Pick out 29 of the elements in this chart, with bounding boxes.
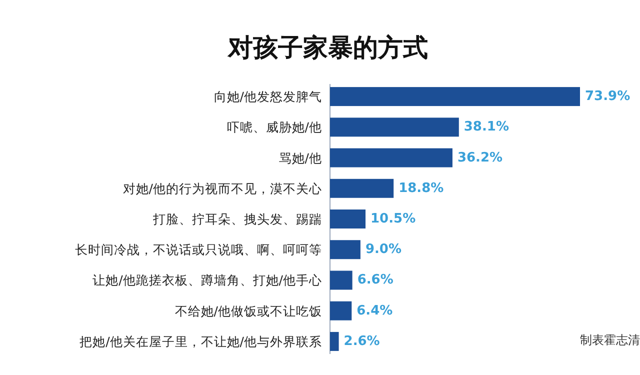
- y-tick-label: 向她/他发怒发脾气: [214, 89, 322, 104]
- y-tick-label: 不给她/他做饭或不让吃饭: [174, 303, 322, 318]
- bar: [330, 240, 360, 260]
- data-label: 9.0%: [365, 242, 402, 258]
- data-label: 10.5%: [370, 212, 416, 226]
- data-label: 6.6%: [357, 272, 394, 288]
- bar: [330, 332, 339, 351]
- chart-title: 对孩子家暴的方式: [227, 33, 428, 62]
- data-label: 38.1%: [464, 120, 509, 135]
- bar: [330, 301, 352, 320]
- data-label: 36.2%: [457, 150, 503, 166]
- y-tick-label: 吓唬、威胁她/他: [226, 120, 322, 135]
- y-tick-label: 让她/他跪搓衣板、蹲墙角、打她/他手心: [92, 272, 322, 288]
- bar: [330, 178, 394, 198]
- bar: [330, 87, 580, 106]
- bar: [330, 148, 452, 168]
- y-tick-label: 对她/他的行为视而不见，漠不关心: [122, 180, 322, 196]
- bar: [330, 118, 459, 137]
- data-label: 18.8%: [398, 180, 444, 196]
- data-label: 73.9%: [585, 89, 630, 104]
- bar: [330, 270, 352, 290]
- data-label: 6.4%: [356, 303, 393, 318]
- annotation: 制表霍志清: [580, 333, 640, 347]
- y-tick-label: 把她/他关在屋子里，不让她/他与外界联系: [80, 334, 322, 349]
- y-tick-label: 长时间冷战，不说话或只说哦、啊、呵呵等: [75, 242, 322, 258]
- data-label: 2.6%: [344, 334, 380, 349]
- y-tick-label: 打脸、拧耳朵、拽头发、踢踹: [152, 212, 322, 226]
- bar: [330, 210, 366, 228]
- y-tick-label: 骂她/他: [278, 150, 322, 166]
